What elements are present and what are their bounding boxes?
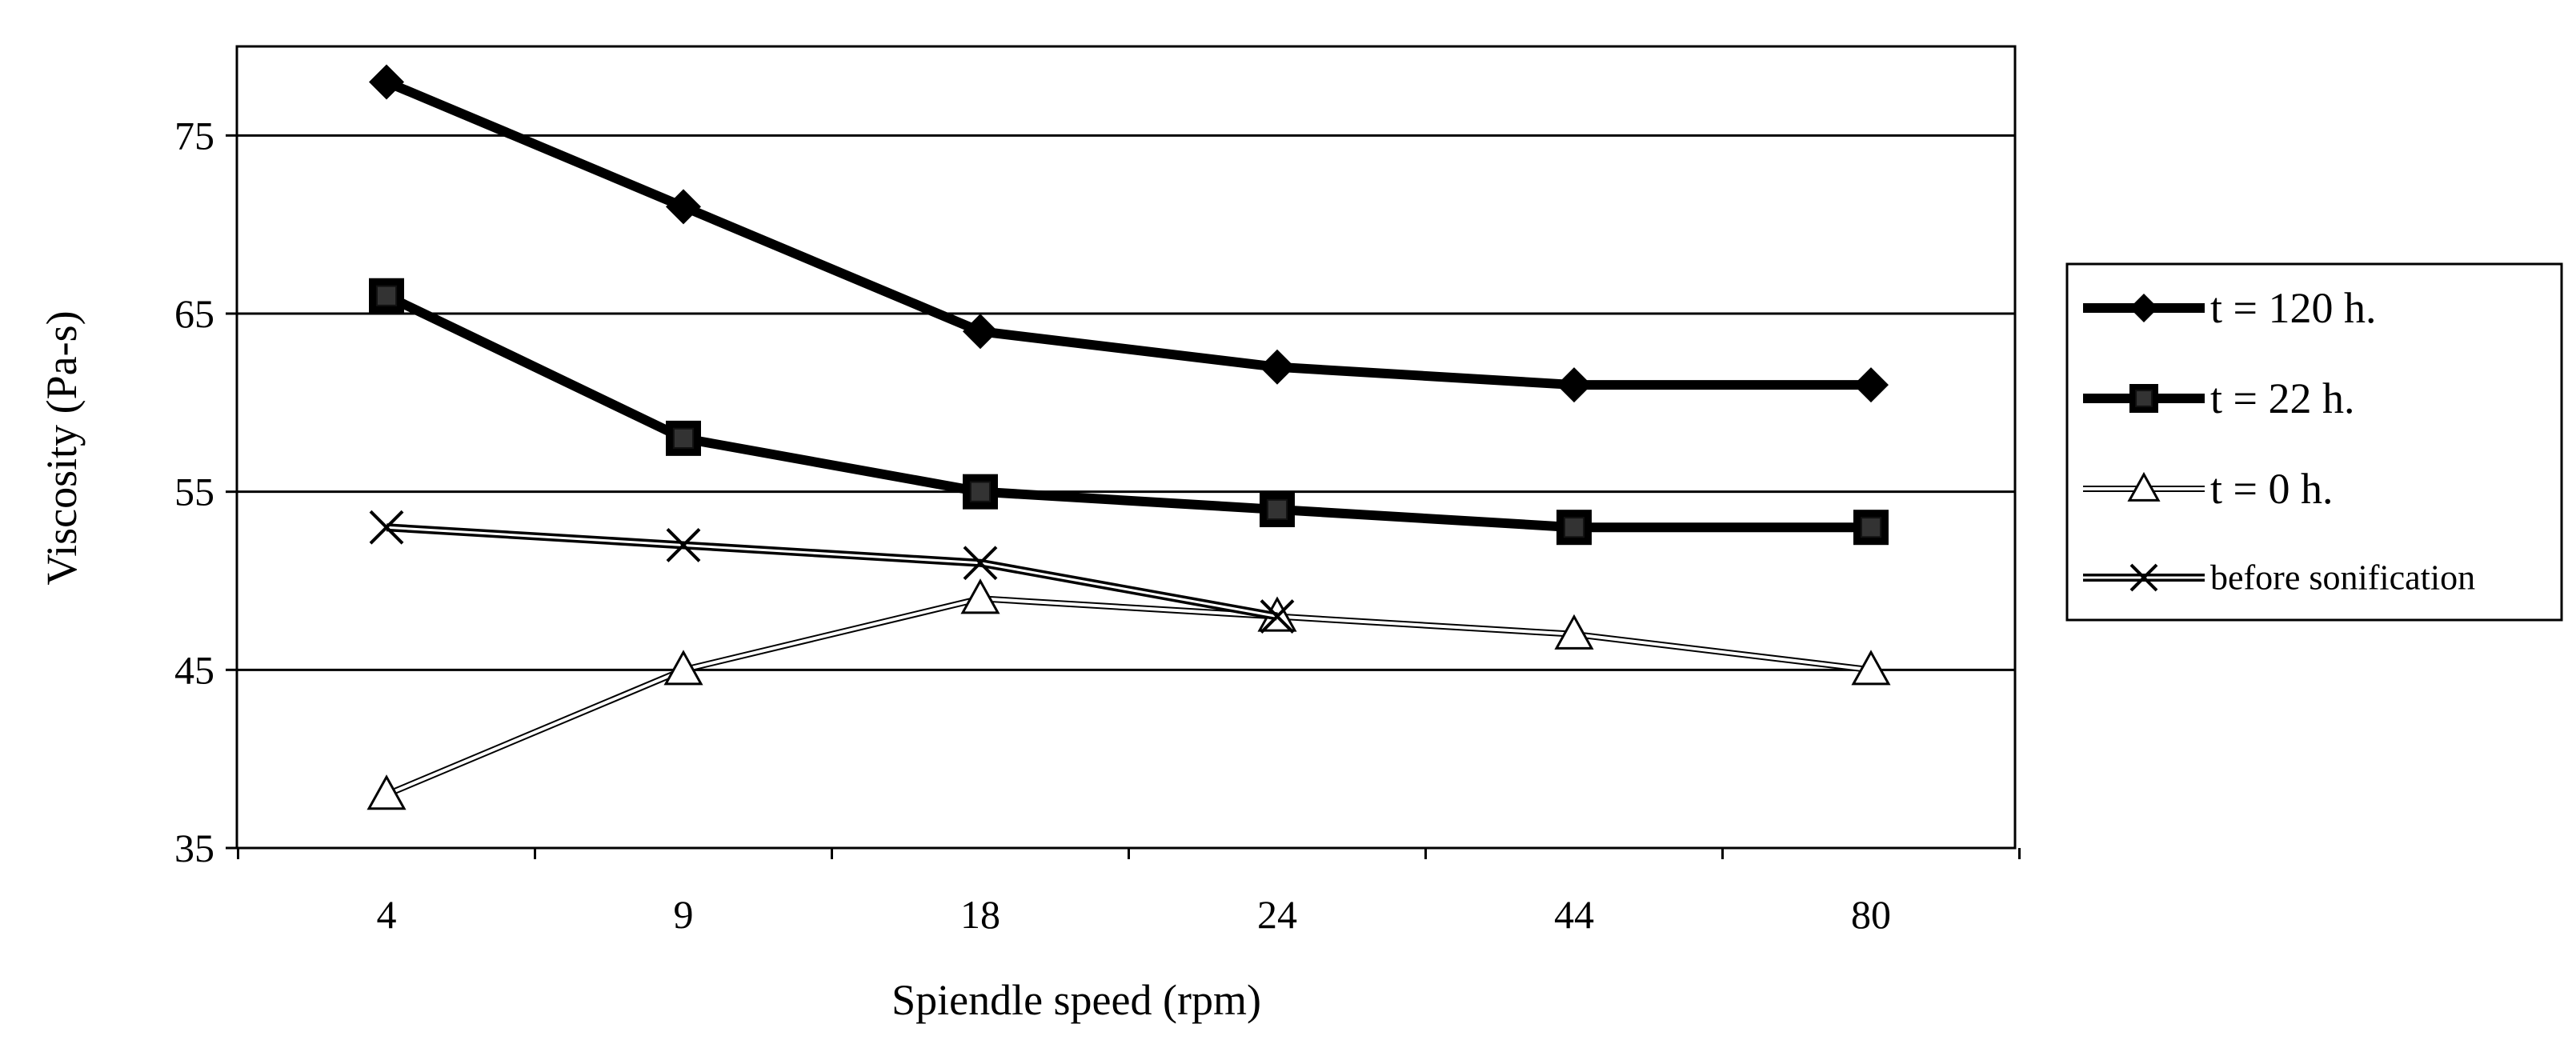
legend-label: t = 22 h. (2210, 374, 2354, 422)
series-line (384, 291, 1871, 533)
data-point-x (963, 546, 998, 581)
legend-item: t = 0 h. (2083, 465, 2333, 513)
data-point-x (666, 528, 701, 562)
x-tick-label: 80 (1851, 892, 1891, 937)
data-point-triangle-open (367, 774, 407, 810)
legend: t = 120 h. t = 22 h. t = 0 h. before sonifi… (2065, 262, 2563, 622)
x-tick-label: 44 (1554, 892, 1594, 937)
y-tick-label: 75 (174, 113, 214, 158)
data-point-x (369, 510, 404, 545)
data-point-diamond (1853, 367, 1889, 403)
series-group (367, 64, 1891, 810)
data-point-x (1260, 599, 1295, 634)
y-tick-label: 55 (174, 470, 214, 514)
data-point-triangle-open (663, 650, 703, 686)
series-line-inner (386, 597, 1872, 797)
legend-item: before sonification (2083, 558, 2475, 598)
data-point-diamond (666, 189, 701, 225)
y-tick-label: 45 (174, 647, 214, 692)
data-point-square-inner (672, 427, 695, 449)
legend-label: before sonification (2210, 558, 2475, 598)
data-point-triangle-open (2127, 471, 2161, 502)
series-line (384, 78, 1871, 390)
y-axis-title: Viscosity (Pa-s) (38, 310, 86, 585)
legend-box (2065, 262, 2563, 622)
data-point-triangle-open (1554, 614, 1594, 650)
legend-label: t = 120 h. (2210, 284, 2376, 332)
data-point-square-inner (969, 481, 992, 502)
y-tick-label: 35 (174, 826, 214, 870)
gridlines (237, 134, 2015, 671)
data-point-diamond (2129, 294, 2158, 322)
data-point-square-inner (2135, 390, 2153, 407)
data-point-square-inner (1563, 517, 1585, 538)
data-point-diamond (963, 314, 998, 350)
x-tick-label: 9 (674, 892, 694, 937)
data-point-triangle-open (1851, 650, 1891, 686)
x-tick-label: 4 (377, 892, 397, 937)
series-0 (369, 64, 1889, 403)
data-point-square-inner (1860, 517, 1882, 538)
data-point-square-inner (1266, 498, 1288, 521)
data-point-square-inner (375, 285, 398, 306)
series-2 (367, 578, 1891, 810)
data-point-triangle-open (960, 578, 1000, 614)
y-tick-label: 65 (174, 291, 214, 336)
series-line-inner (386, 526, 1278, 618)
x-tick-label: 18 (960, 892, 1000, 937)
axes (235, 46, 2015, 850)
legend-label: t = 0 h. (2210, 465, 2333, 513)
legend-item: t = 22 h. (2083, 374, 2354, 422)
x-axis-title: Spiendle speed (rpm) (891, 976, 1261, 1024)
legend-item: t = 120 h. (2083, 284, 2376, 332)
data-point-diamond (1556, 367, 1592, 403)
data-point-diamond (369, 64, 404, 100)
series-3 (369, 510, 1295, 634)
data-point-x (2129, 563, 2158, 592)
series-1 (369, 278, 1889, 546)
data-point-diamond (1260, 349, 1295, 385)
x-tick-label: 24 (1257, 892, 1297, 937)
tick-labels: 35 45 55 65 75 4 9 18 24 44 80 (174, 113, 2021, 937)
